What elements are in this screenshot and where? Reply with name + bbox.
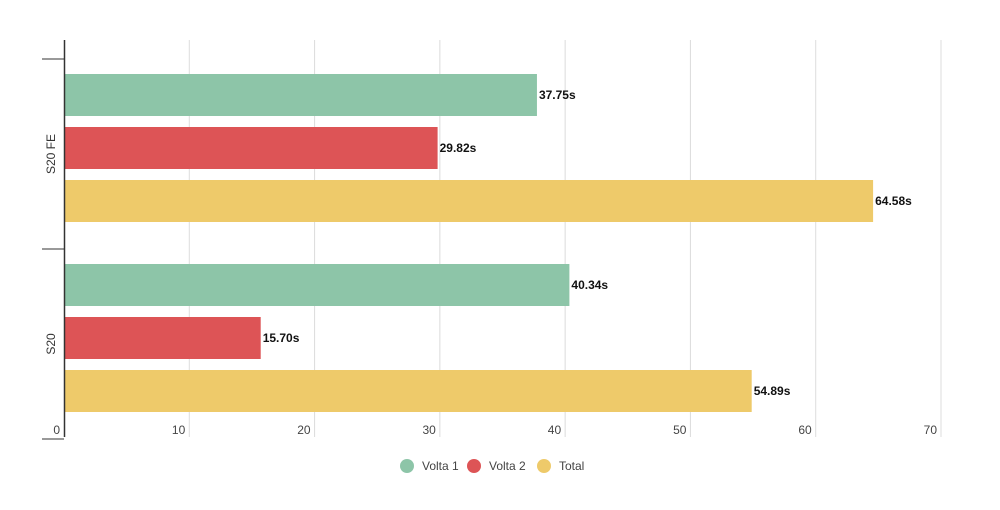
bar-volta-2	[64, 127, 438, 169]
legend-label: Total	[559, 459, 584, 473]
data-label: 40.34s	[571, 278, 608, 292]
x-tick-label: 0	[53, 423, 60, 437]
bars: 37.75s 29.82s 64.58s 40.34s 15.70s 54.89s	[64, 74, 912, 412]
x-tick-label: 10	[172, 423, 186, 437]
x-tick-label: 60	[798, 423, 812, 437]
data-label: 37.75s	[539, 88, 576, 102]
x-tick-label: 50	[673, 423, 687, 437]
x-tick-label: 30	[422, 423, 436, 437]
bar-volta-2	[64, 317, 261, 359]
data-label: 15.70s	[263, 331, 300, 345]
legend: Volta 1 Volta 2 Total	[400, 459, 584, 473]
legend-label: Volta 1	[422, 459, 459, 473]
legend-swatch-volta-1	[400, 459, 414, 473]
data-label: 64.58s	[875, 194, 912, 208]
x-tick-label: 20	[297, 423, 311, 437]
bar-volta-1	[64, 74, 537, 116]
bar-total	[64, 370, 752, 412]
data-label: 54.89s	[754, 384, 791, 398]
legend-swatch-volta-2	[467, 459, 481, 473]
axes: 0 10 20 30 40 50 60 70 S20 FE S20	[42, 40, 938, 440]
x-tick-label: 40	[548, 423, 562, 437]
y-category-label: S20	[44, 333, 58, 355]
y-category-label: S20 FE	[44, 134, 58, 174]
legend-swatch-total	[537, 459, 551, 473]
data-label: 29.82s	[440, 141, 477, 155]
legend-label: Volta 2	[489, 459, 526, 473]
bar-total	[64, 180, 874, 222]
x-tick-label: 70	[924, 423, 938, 437]
bar-volta-1	[64, 264, 570, 306]
